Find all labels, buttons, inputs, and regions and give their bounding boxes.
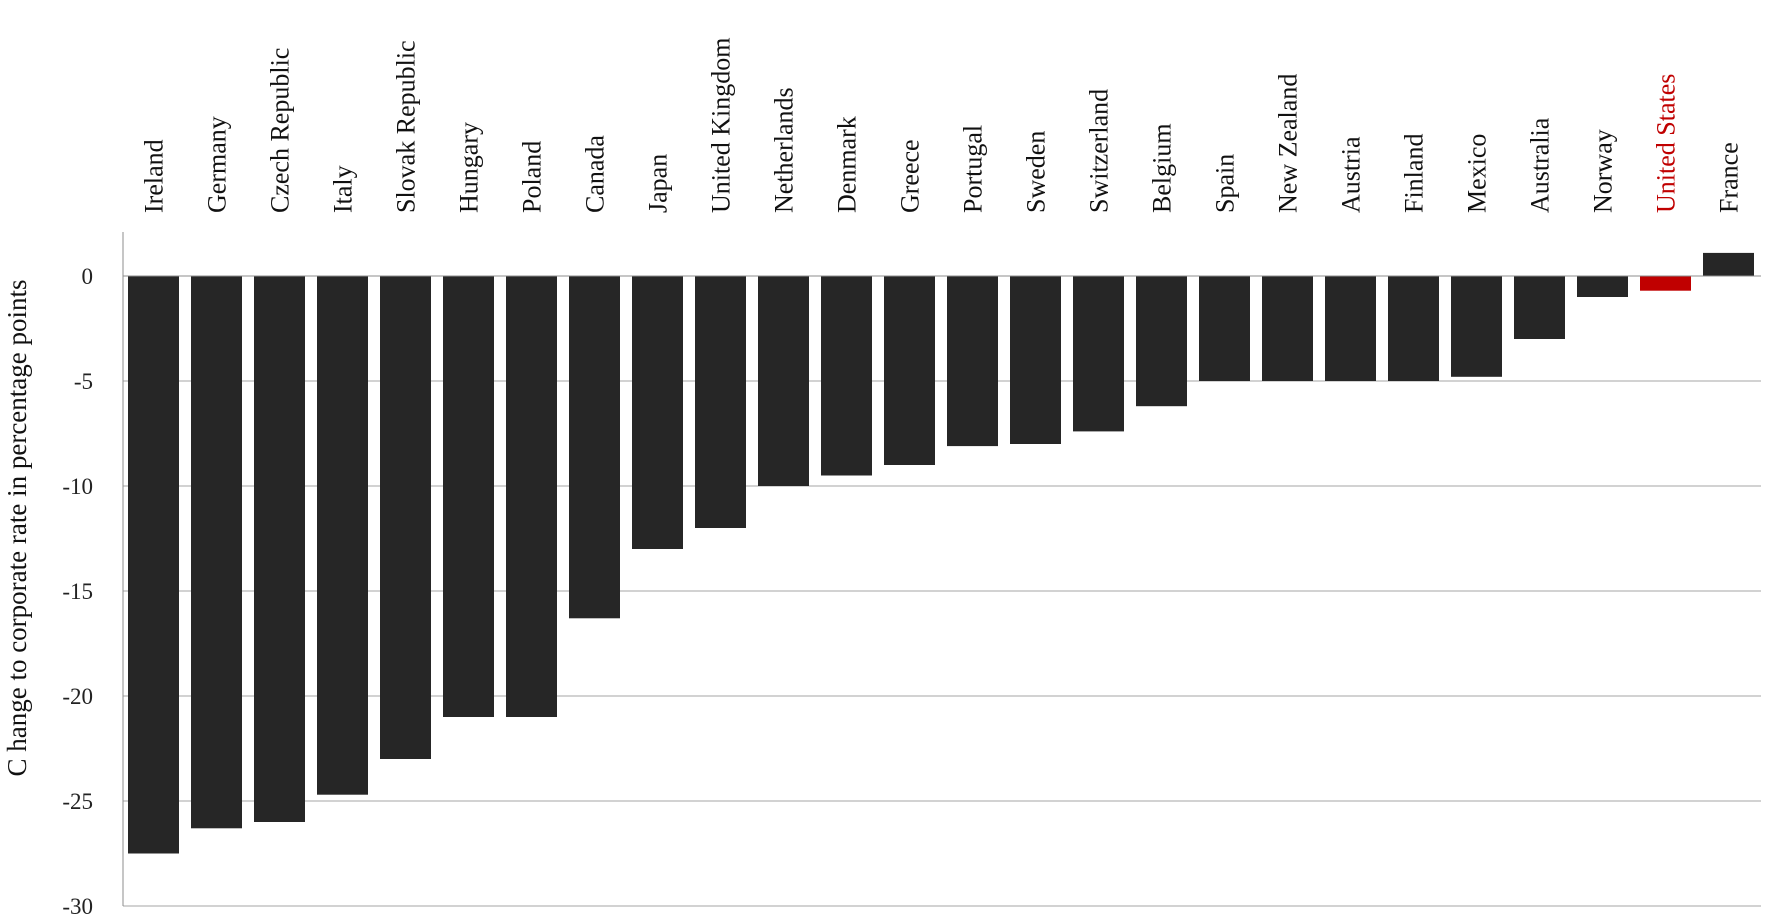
category-label: Australia [1526,117,1555,213]
category-label: Italy [329,165,358,213]
bar-switzerland [1073,276,1124,432]
gridlines [123,380,1761,907]
y-tick-label: -30 [62,894,93,916]
bar-netherlands [758,276,809,486]
category-label: Netherlands [770,87,799,213]
bar-italy [317,276,368,795]
category-label: Mexico [1463,134,1492,213]
bar-hungary [443,276,494,717]
bar-slovak-republic [380,276,431,759]
y-tick-labels: 0 -5 -10 -15 -20 -25 -30 [62,264,94,919]
bar-poland [506,276,557,717]
category-label: Czech Republic [266,48,295,213]
y-tick-label: -5 [74,369,93,394]
bar-denmark [821,276,872,476]
category-label: Spain [1211,154,1240,213]
category-label: Belgium [1148,123,1177,213]
category-label: Canada [581,135,610,213]
category-label: Switzerland [1085,89,1114,213]
bar-ireland [128,276,179,854]
bar-france [1703,252,1754,276]
y-tick-label: -10 [62,474,93,499]
category-label: New Zealand [1274,74,1303,213]
bar-czech-republic [254,276,305,822]
y-tick-label: -25 [62,789,93,814]
bar-united-kingdom [695,276,746,528]
category-label: Japan [644,154,673,213]
category-label: Slovak Republic [392,40,421,213]
y-tick-label: 0 [82,264,94,289]
category-label: France [1715,142,1744,213]
bar-greece [884,276,935,465]
bar-norway [1577,276,1628,297]
category-label: Norway [1589,129,1618,213]
category-label: Portugal [959,125,988,213]
bar-sweden [1010,276,1061,444]
y-tick-label: -15 [62,579,93,604]
category-label: Poland [518,141,547,213]
category-label: Finland [1400,134,1429,213]
category-label: Germany [203,116,232,213]
category-label: Sweden [1022,131,1051,213]
category-label: Greece [896,139,925,213]
category-labels: Ireland Germany Czech Republic Italy Slovak … [140,38,1744,214]
bar-portugal [947,276,998,447]
category-label: United States [1652,74,1681,213]
bar-finland [1388,276,1439,381]
category-label: United Kingdom [707,38,736,214]
bar-mexico [1451,276,1502,377]
category-label: Hungary [455,122,484,213]
category-label: Austria [1337,136,1366,213]
axes [122,232,1761,906]
category-label: Ireland [140,139,169,213]
bar-japan [632,276,683,549]
bar-germany [191,276,242,829]
bar-belgium [1136,276,1187,407]
category-label: Denmark [833,116,862,213]
bars [128,252,1754,854]
bar-spain [1199,276,1250,381]
y-tick-label: -20 [62,684,93,709]
bar-austria [1325,276,1376,381]
bar-united-states [1640,276,1691,291]
bar-canada [569,276,620,619]
bar-new-zealand [1262,276,1313,381]
y-axis-title: C hange to corporate rate in percentage … [2,279,32,776]
bar-australia [1514,276,1565,339]
